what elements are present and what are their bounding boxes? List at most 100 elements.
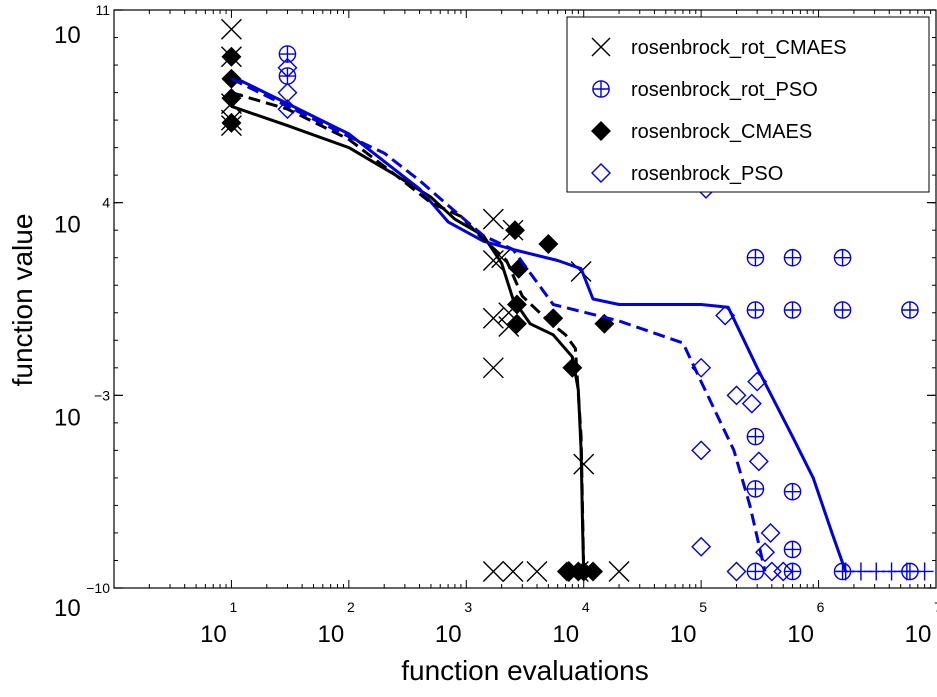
data-point	[746, 562, 765, 581]
tail-marker	[851, 562, 870, 581]
y-axis-title: function value	[7, 214, 38, 387]
data-point	[726, 561, 747, 582]
marker-diamond	[691, 440, 712, 461]
tail-marker	[882, 562, 901, 581]
data-point	[726, 385, 747, 406]
data-point	[901, 301, 919, 319]
data-point	[833, 301, 852, 319]
marker-diamond	[773, 561, 794, 582]
data-point	[761, 561, 782, 582]
marker-diamond	[543, 308, 564, 329]
marker-diamond	[562, 357, 583, 378]
series-rosenbrock_rot_PSO	[230, 45, 934, 581]
data-point	[220, 18, 242, 40]
y-tick-label-exponent: 4	[102, 195, 110, 211]
data-point	[691, 357, 712, 378]
data-point	[506, 313, 527, 334]
data-point	[221, 46, 242, 67]
x-tick-label-exponent: 7	[934, 599, 937, 615]
legend-label: rosenbrock_PSO	[631, 163, 783, 185]
data-point	[526, 560, 548, 582]
marker-stroke	[482, 307, 504, 329]
marker-stroke	[502, 560, 524, 582]
marker-diamond	[591, 163, 611, 183]
data-point	[773, 561, 794, 582]
marker-diamond	[506, 313, 527, 334]
data-point	[746, 427, 765, 446]
plot-frame	[113, 9, 937, 589]
data-point	[505, 220, 526, 241]
x-tick-label-exponent: 5	[699, 599, 707, 615]
data-point	[715, 305, 736, 326]
data-point	[748, 451, 769, 472]
marker-diamond	[583, 561, 604, 582]
legend-marker	[592, 80, 610, 98]
y-tick-label-exponent: −10	[86, 580, 110, 596]
legend-label: rosenbrock_rot_PSO	[631, 79, 818, 101]
marker-stroke	[591, 37, 611, 57]
data-point	[562, 357, 583, 378]
tail-marker	[867, 562, 886, 581]
marker-stroke	[526, 560, 548, 582]
x-tick-label-exponent: 3	[464, 599, 472, 615]
series-line	[230, 77, 767, 572]
data-point	[746, 248, 765, 267]
data-point	[746, 301, 765, 319]
legend-marker	[591, 163, 611, 183]
y-tick-label-exponent: 11	[95, 2, 110, 18]
data-point	[691, 440, 712, 461]
data-point	[833, 562, 852, 581]
data-point	[583, 561, 604, 582]
x-tick-label-base: 10	[318, 621, 345, 648]
x-tick-label-base: 10	[787, 621, 814, 648]
marker-diamond	[755, 542, 776, 563]
data-point	[746, 480, 765, 498]
y-tick-label-base: 10	[54, 404, 81, 431]
series-line	[230, 104, 586, 572]
marker-diamond	[748, 451, 769, 472]
legend-label: rosenbrock_rot_CMAES	[631, 37, 847, 59]
data-point	[783, 482, 802, 501]
marker-diamond	[591, 121, 611, 141]
x-tick-label-exponent: 1	[230, 599, 238, 615]
data-point	[543, 308, 564, 329]
marker-diamond	[538, 233, 559, 254]
marker-stroke	[573, 453, 595, 475]
y-tick-label-base: 10	[54, 595, 81, 622]
data-point	[221, 88, 242, 109]
data-point	[783, 248, 802, 267]
marker-diamond	[221, 46, 242, 67]
data-point	[741, 393, 762, 414]
x-tick-label-exponent: 6	[817, 599, 825, 615]
data-point	[783, 540, 802, 559]
axes: 101102103104105106107101110410−310−10	[54, 2, 937, 648]
marker-diamond	[691, 536, 712, 557]
data-point	[833, 248, 852, 267]
data-point	[277, 82, 298, 103]
data-point	[482, 307, 504, 329]
marker-stroke	[482, 560, 504, 582]
data-point	[482, 357, 504, 379]
data-point	[573, 453, 595, 475]
marker-stroke	[482, 208, 504, 230]
marker-diamond	[277, 82, 298, 103]
legend-marker	[591, 37, 611, 57]
legend: rosenbrock_rot_CMAES rosenbrock_rot_PSOro…	[566, 16, 930, 193]
legend-label: rosenbrock_CMAES	[631, 121, 812, 143]
data-point	[608, 560, 630, 582]
data-point	[482, 208, 504, 230]
data-point	[783, 301, 802, 319]
data-point	[538, 233, 559, 254]
x-tick-label-base: 10	[905, 621, 932, 648]
series-rosenbrock_PSO	[230, 57, 794, 582]
marker-diamond	[761, 561, 782, 582]
marker-diamond	[221, 88, 242, 109]
data-point	[502, 560, 524, 582]
marker-diamond	[741, 393, 762, 414]
x-tick-label-base: 10	[670, 621, 697, 648]
x-tick-label-exponent: 2	[347, 599, 355, 615]
marker-diamond	[691, 357, 712, 378]
x-tick-label-base: 10	[435, 621, 462, 648]
marker-stroke	[220, 18, 242, 40]
